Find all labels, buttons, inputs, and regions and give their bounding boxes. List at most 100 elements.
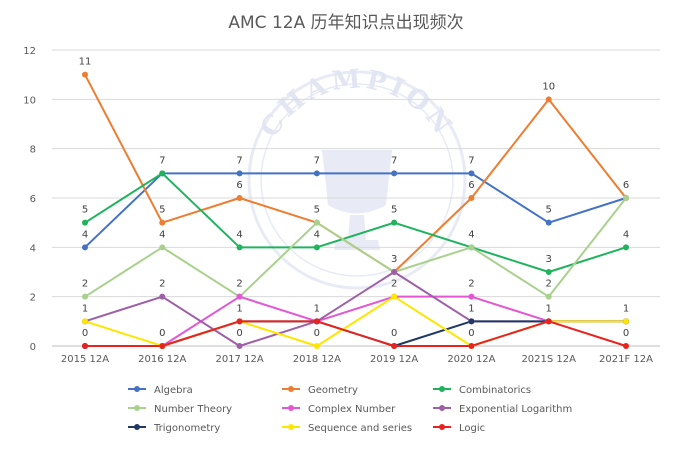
data-point: [313, 170, 320, 177]
data-label: 2: [391, 279, 397, 290]
data-label: 0: [623, 328, 629, 339]
data-point: [313, 244, 320, 251]
watermark-outer-ring: [247, 70, 467, 290]
data-point: [236, 244, 243, 251]
data-label: 0: [314, 328, 320, 339]
data-point: [159, 219, 166, 226]
data-label: 5: [391, 205, 397, 216]
data-point: [159, 343, 166, 349]
data-label: 2: [236, 279, 242, 290]
x-tick-label: 2018 12A: [293, 354, 341, 365]
data-label: 2: [82, 279, 88, 290]
legend-label: Trigonometry: [153, 423, 220, 434]
legend-swatch-marker: [439, 405, 445, 411]
legend-label: Logic: [459, 423, 485, 434]
data-point: [82, 219, 88, 226]
x-tick-label: 2019 12A: [370, 354, 418, 365]
x-tick-label: 2021S 12A: [521, 354, 576, 365]
series-lines: [84, 74, 627, 347]
data-label: 5: [314, 205, 320, 216]
data-label: 7: [391, 155, 397, 166]
series-line: [84, 172, 627, 249]
x-tick-label: 2021F 12A: [599, 354, 653, 365]
data-label: 4: [159, 229, 165, 240]
legend-swatch-marker: [288, 424, 294, 430]
data-label: 1: [236, 303, 242, 314]
data-label: 4: [623, 229, 629, 240]
watermark: CHAMPION: [247, 64, 467, 290]
data-point: [159, 244, 166, 251]
data-label: 11: [79, 57, 92, 68]
data-point: [468, 318, 475, 325]
data-label: 0: [236, 328, 242, 339]
data-point: [313, 343, 320, 349]
y-tick-label: 12: [23, 46, 36, 57]
data-point: [391, 343, 398, 349]
data-label: 4: [82, 229, 88, 240]
legend-label: Combinatorics: [459, 385, 531, 396]
data-point: [391, 219, 398, 226]
data-point: [159, 293, 166, 300]
data-point: [391, 170, 398, 177]
y-axis: 0 2 4 6 8 10 12: [23, 46, 36, 353]
data-label: 2: [159, 279, 165, 290]
x-tick-label: 2020 12A: [447, 354, 495, 365]
data-label: 6: [623, 180, 629, 191]
data-label: 7: [159, 155, 165, 166]
legend-label: Exponential Logarithm: [459, 404, 572, 415]
legend-swatch-marker: [134, 424, 140, 430]
data-label: 4: [236, 229, 242, 240]
data-label: 3: [391, 254, 397, 265]
data-label: 1: [623, 303, 629, 314]
legend-swatch-marker: [439, 424, 445, 430]
y-tick-label: 10: [23, 95, 36, 106]
data-label: 0: [82, 328, 88, 339]
chart-title: AMC 12A 历年知识点出现频次: [228, 13, 463, 33]
data-point: [545, 96, 552, 103]
data-point: [236, 318, 243, 325]
data-label: 2: [546, 279, 552, 290]
data-point: [468, 244, 475, 251]
data-label: 7: [468, 155, 474, 166]
y-tick-label: 2: [30, 293, 36, 304]
legend-label: Number Theory: [154, 404, 232, 415]
legend-label: Algebra: [154, 385, 193, 396]
data-label: 2: [468, 279, 474, 290]
data-point: [391, 269, 398, 275]
data-point: [313, 219, 320, 226]
data-point: [82, 244, 88, 251]
data-label: 7: [236, 155, 242, 166]
data-point: [623, 318, 629, 325]
data-point: [82, 343, 88, 349]
y-tick-label: 6: [30, 194, 36, 205]
watermark-cup: [322, 150, 392, 250]
data-label: 5: [82, 205, 88, 216]
data-label: 1: [546, 303, 552, 314]
data-point: [313, 318, 320, 325]
data-point: [468, 293, 475, 300]
legend-swatch-marker: [134, 405, 140, 411]
y-tick-label: 0: [30, 342, 36, 353]
data-point: [468, 195, 475, 201]
watermark-text-path: CHAMPION: [255, 64, 456, 143]
y-tick-label: 8: [30, 145, 36, 156]
data-label: 0: [159, 328, 165, 339]
data-label: 5: [546, 205, 552, 216]
data-point: [236, 195, 243, 201]
legend-swatch-marker: [288, 405, 294, 411]
series-line: [84, 197, 627, 298]
legend-swatch-marker: [288, 386, 294, 392]
data-point: [623, 195, 629, 201]
series-line: [85, 295, 626, 347]
data-label: 3: [546, 254, 552, 265]
data-label: 1: [82, 303, 88, 314]
data-point: [236, 343, 243, 349]
data-point: [82, 318, 88, 325]
data-point: [82, 293, 88, 300]
x-tick-label: 2015 12A: [61, 354, 109, 365]
data-label: 5: [159, 205, 165, 216]
data-label: 0: [468, 328, 474, 339]
data-point: [236, 170, 243, 177]
